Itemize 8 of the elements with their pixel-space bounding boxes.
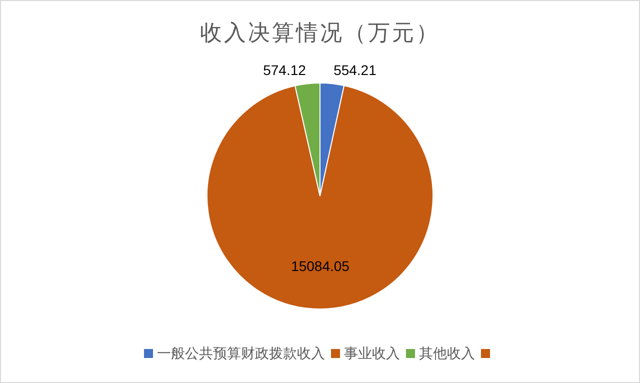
legend-label: 其他收入 (419, 345, 475, 361)
chart-title: 收入决算情况（万元） (200, 20, 440, 45)
data-label: 554.21 (334, 62, 377, 78)
legend-label: 一般公共预算财政拨款收入 (157, 345, 325, 361)
data-label: 15084.05 (291, 258, 350, 274)
data-label: 574.12 (263, 62, 306, 78)
pie-slice (206, 85, 434, 310)
legend-label: 事业收入 (344, 345, 400, 361)
